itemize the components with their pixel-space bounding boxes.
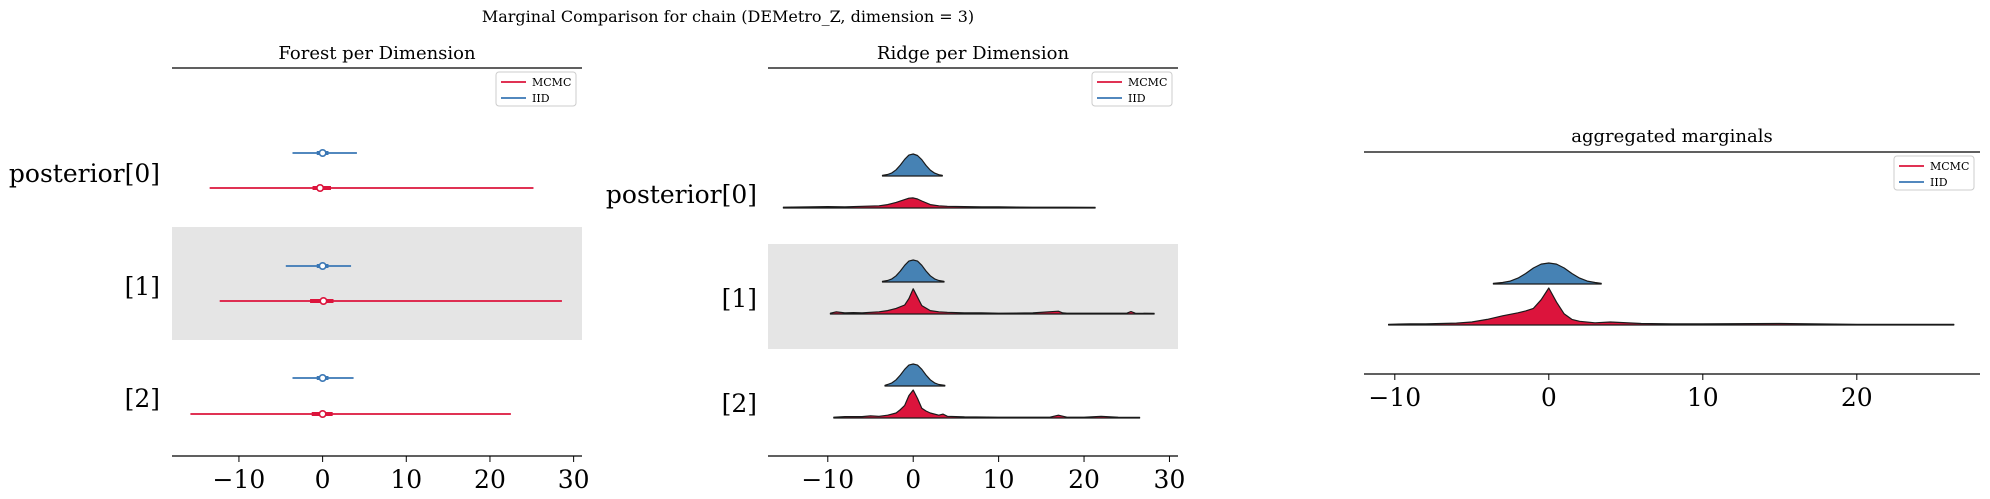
iid-ridge [881, 259, 945, 283]
legend-label-mcmc: MCMC [1930, 160, 1969, 173]
iid-median-point [318, 373, 327, 382]
iid-median-point [318, 261, 327, 270]
x-tick-label: 30 [558, 465, 590, 494]
x-tick-label: −10 [1368, 383, 1421, 412]
iid-aggregated-density [1492, 262, 1602, 285]
aggregated-panel: aggregated marginals −10 0 10 20 MCMC IID [1364, 126, 1980, 412]
mcmc-median-point [316, 184, 325, 193]
x-tick-label: −10 [213, 465, 266, 494]
panel-title: Ridge per Dimension [877, 43, 1070, 64]
y-category-label: [2] [125, 384, 160, 413]
y-category-label: [2] [722, 389, 757, 418]
alternating-band [768, 244, 1178, 349]
forest-panel: Forest per Dimension −10 0 10 20 30 posterior[… [9, 43, 590, 494]
legend-label-iid: IID [1128, 92, 1146, 105]
legend-label-mcmc: MCMC [532, 76, 571, 89]
x-tick-label: 0 [1541, 383, 1557, 412]
legend-label-mcmc: MCMC [1128, 76, 1167, 89]
y-category-label: posterior[0] [9, 159, 160, 188]
legend-label-iid: IID [1930, 176, 1948, 189]
x-tick-label: 30 [1154, 465, 1186, 494]
ridge-panel: Ridge per Dimension −10 0 10 20 30 posterior[0… [606, 43, 1185, 494]
iid-median-point [318, 149, 327, 158]
mcmc-median-point [319, 296, 328, 305]
x-tick-label: 20 [474, 465, 506, 494]
x-tick-label: 10 [390, 465, 422, 494]
panel-title: aggregated marginals [1571, 126, 1772, 147]
legend-label-iid: IID [532, 92, 550, 105]
x-tick-label: 20 [1841, 383, 1873, 412]
alternating-band [172, 227, 582, 340]
x-tick-label: 10 [1687, 383, 1719, 412]
iid-ridge [884, 363, 946, 387]
y-category-label: [1] [125, 272, 160, 301]
mcmc-median-point [318, 409, 327, 418]
y-category-label: posterior[0] [606, 180, 757, 209]
x-tick-label: 10 [983, 465, 1015, 494]
mcmc-ridge [833, 389, 1141, 419]
y-category-label: [1] [722, 284, 757, 313]
x-tick-label: 20 [1068, 465, 1100, 494]
panel-title: Forest per Dimension [278, 43, 476, 64]
figure-suptitle: Marginal Comparison for chain (DEMetro_Z… [482, 7, 974, 26]
mcmc-ridge [782, 197, 1096, 209]
x-tick-label: 0 [905, 465, 921, 494]
mcmc-aggregated-density [1388, 287, 1955, 326]
iid-ridge [881, 153, 943, 177]
mcmc-ridge [829, 288, 1155, 315]
x-tick-label: 0 [315, 465, 331, 494]
x-tick-label: −10 [801, 465, 854, 494]
